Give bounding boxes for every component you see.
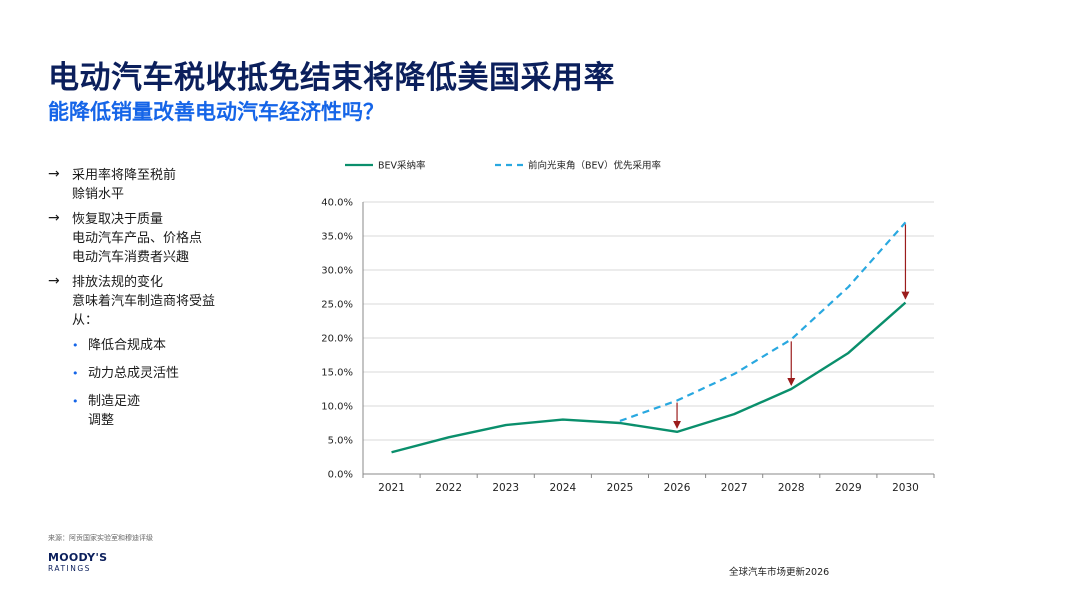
sub-bullet-text: 制造足迹 调整 [88, 394, 141, 428]
bullet-item: → 采用率将降至税前 赊销水平 [48, 166, 298, 204]
x-tick-label: 2026 [664, 482, 691, 494]
forecast-series-line [619, 221, 907, 422]
sub-bullet-text: 动力总成灵活性 [88, 366, 180, 381]
logo-subtitle: RATINGS [48, 564, 91, 573]
moodys-logo: MOODY'S RATINGS [48, 552, 107, 574]
x-tick-label: 2027 [721, 482, 748, 494]
x-tick-label: 2030 [892, 482, 919, 494]
y-tick-label: 15.0% [321, 368, 353, 379]
page-title: 电动汽车税收抵免结束将降低美国采用率 [48, 60, 615, 96]
x-tick-label: 2023 [492, 482, 519, 494]
arrow-right-icon: → [48, 273, 60, 289]
x-tick-label: 2025 [607, 482, 634, 494]
x-tick-label: 2029 [835, 482, 862, 494]
y-tick-label: 20.0% [321, 334, 353, 345]
bullet-text: 采用率将降至税前 赊销水平 [72, 168, 177, 202]
y-tick-label: 10.0% [321, 402, 353, 413]
y-tick-label: 40.0% [321, 198, 353, 209]
x-tick-label: 2021 [378, 482, 405, 494]
bullet-item: → 排放法规的变化 意味着汽车制造商将受益 从： [48, 273, 298, 330]
bullet-item: → 恢复取决于质量 电动汽车产品、价格点 电动汽车消费者兴趣 [48, 210, 298, 267]
blue-dot-icon: • [72, 339, 79, 352]
y-tick-label: 35.0% [321, 232, 353, 243]
source-note: 来源：阿贡国家实验室和穆迪评级 [48, 534, 153, 542]
blue-dot-icon: • [72, 395, 79, 408]
logo-wordmark: MOODY'S [48, 551, 108, 564]
sub-bullet-item: • 动力总成灵活性 [72, 364, 298, 383]
arrow-right-icon: → [48, 166, 60, 182]
page-subtitle: 能降低销量改善电动汽车经济性吗？ [48, 100, 384, 124]
y-tick-label: 30.0% [321, 266, 353, 277]
sub-bullet-item: • 降低合规成本 [72, 336, 298, 355]
sub-bullet-item: • 制造足迹 调整 [72, 392, 298, 430]
x-tick-label: 2028 [778, 482, 805, 494]
y-tick-label: 0.0% [328, 470, 353, 481]
blue-dot-icon: • [72, 367, 79, 380]
y-tick-label: 5.0% [328, 436, 353, 447]
y-tick-label: 25.0% [321, 300, 353, 311]
bullet-list: → 采用率将降至税前 赊销水平 → 恢复取决于质量 电动汽车产品、价格点 电动汽… [48, 166, 298, 439]
bev-series-line [391, 301, 907, 454]
legend-label: BEV采纳率 [378, 160, 426, 172]
bullet-text: 恢复取决于质量 电动汽车产品、价格点 电动汽车消费者兴趣 [72, 212, 203, 265]
sub-bullet-list: • 降低合规成本 • 动力总成灵活性 • 制造足迹 调整 [72, 336, 298, 430]
legend-label: 前向光束角（BEV）优先采用率 [528, 160, 662, 172]
x-tick-label: 2022 [435, 482, 462, 494]
bullet-text: 排放法规的变化 意味着汽车制造商将受益 从： [72, 275, 216, 328]
x-tick-label: 2024 [549, 482, 576, 494]
arrow-right-icon: → [48, 210, 60, 226]
adoption-line-chart: 0.0% 5.0% 10.0% 15.0% 20.0% 25.0% 30.0% 35.0% 40… [321, 160, 935, 494]
footer-text: 全球汽车市场更新2026 [729, 567, 830, 578]
sub-bullet-text: 降低合规成本 [88, 338, 167, 353]
